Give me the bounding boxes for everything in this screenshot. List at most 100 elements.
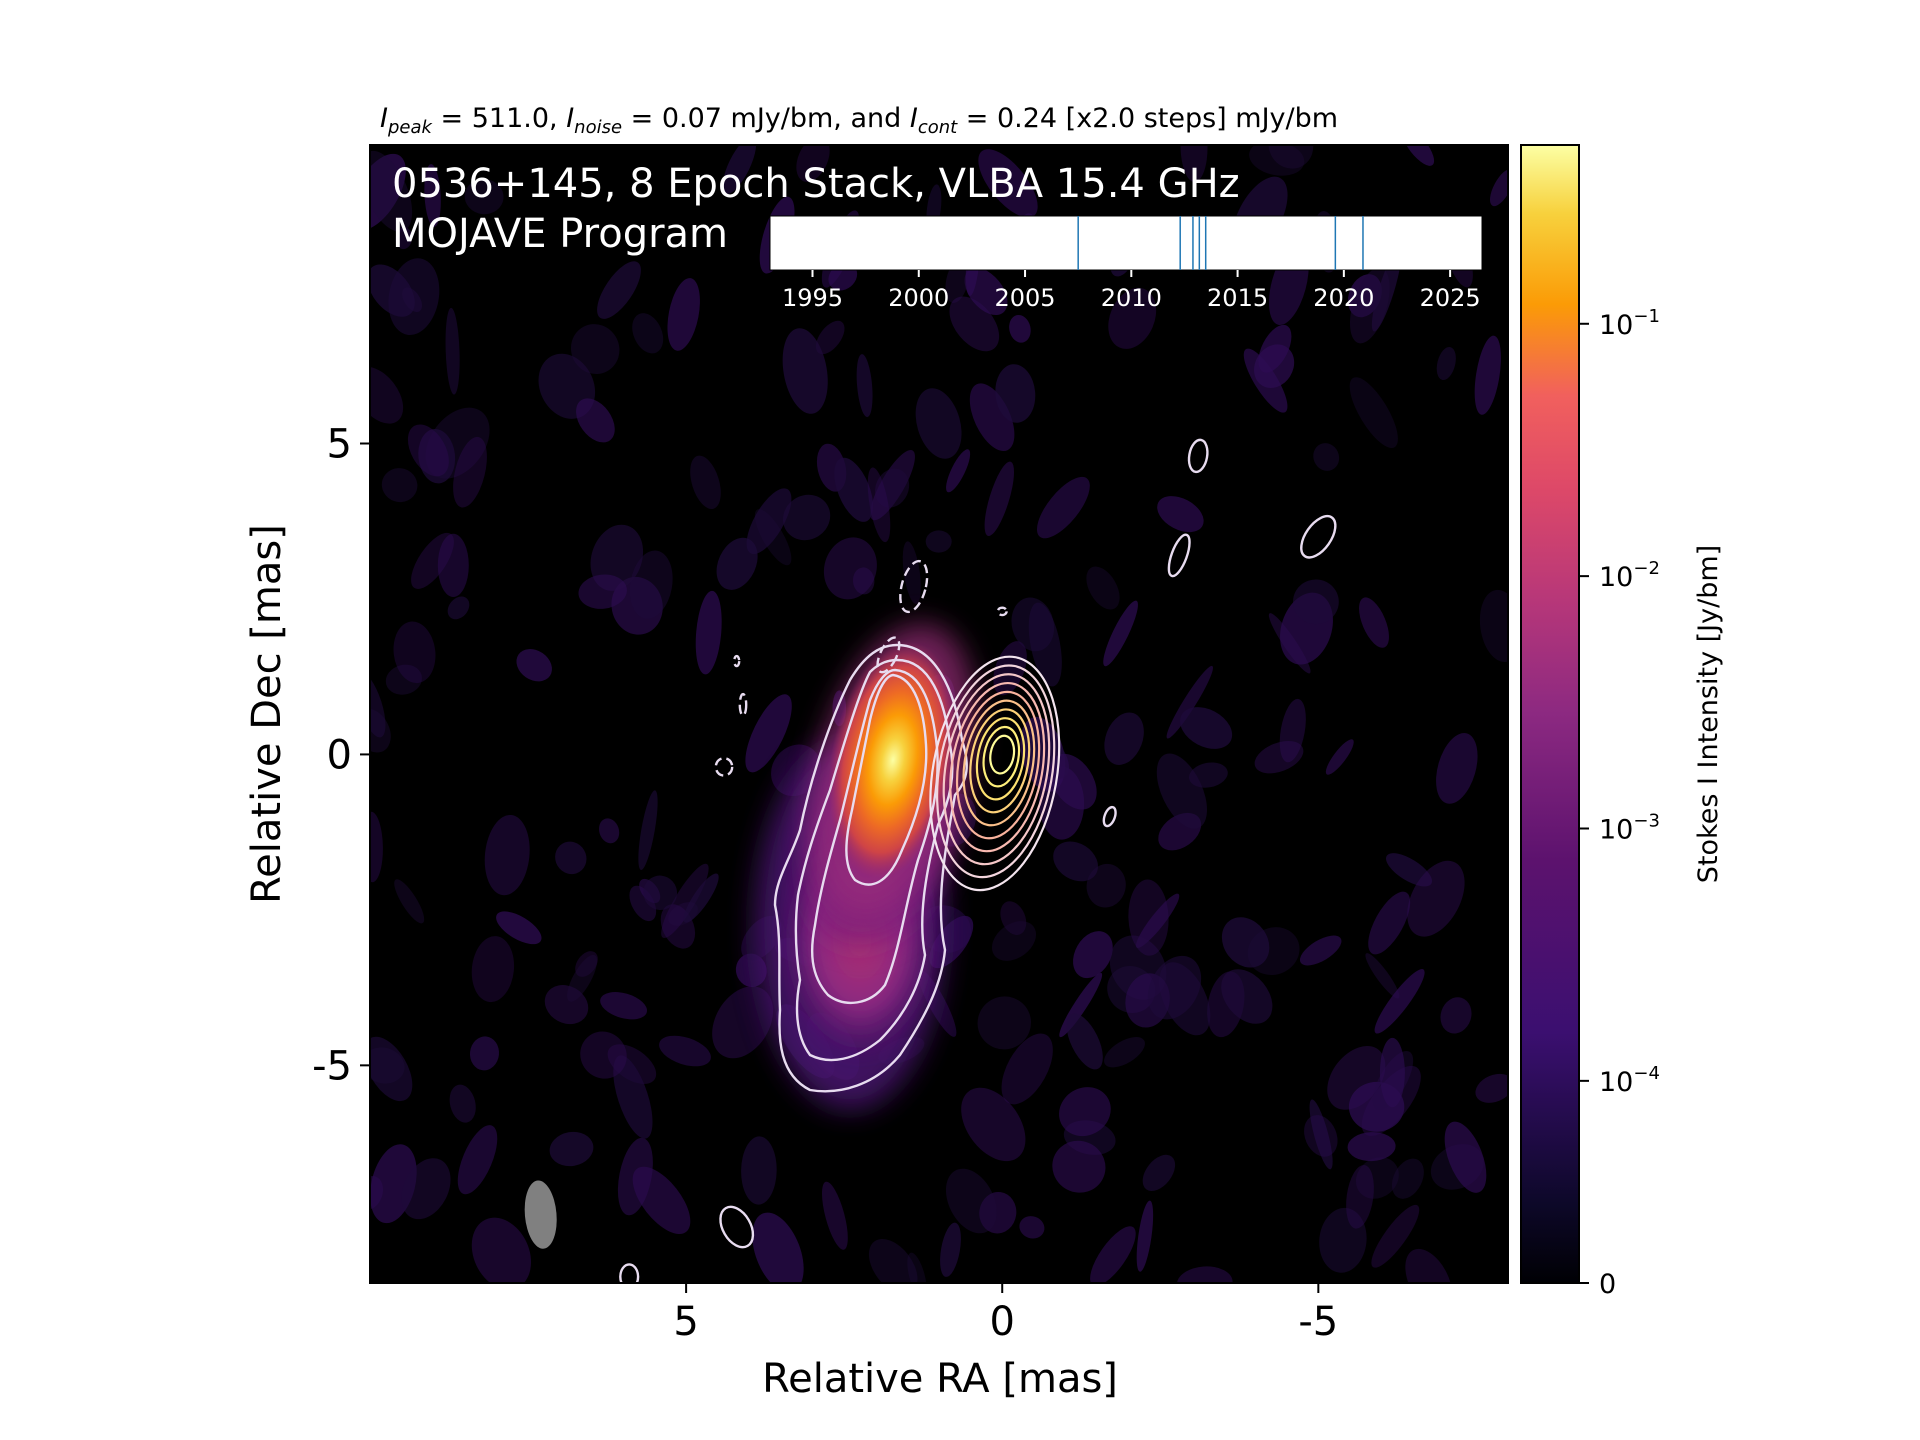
noise-patch [453,436,487,508]
noise-patch [1385,853,1433,887]
noise-patch [946,449,971,493]
noise-patch [575,951,598,977]
noise-patch [856,354,873,418]
noise-patch [823,537,877,600]
core-contour [935,664,1056,879]
noise-patch [370,1036,413,1102]
noise-patch [1049,753,1097,810]
noise-patch [783,494,831,541]
noise-patch [643,875,678,911]
noise-patch [746,488,792,555]
noise-patch [1347,1132,1396,1162]
noise-patch [1073,931,1113,979]
noise-patch [1128,879,1169,956]
noise-patch [1090,1226,1136,1283]
epoch-tick-label: 2015 [1207,284,1268,312]
noise-patch [1474,335,1501,415]
noise-patch [629,550,673,619]
noise-patch [1346,1164,1374,1229]
noise-patch [1405,1248,1453,1283]
noise-patch [782,328,828,414]
noise-patch [570,324,620,375]
noise-patch [567,954,598,1002]
noise-patch [370,1047,405,1084]
colorbar-tick-label: 10−4 [1599,1063,1660,1098]
positive-contour [619,1263,640,1283]
noise-patch [1221,969,1273,1024]
x-tick-label: 0 [989,1299,1014,1345]
noise-patch [1180,707,1233,749]
noise-patch [576,398,615,443]
noise-patch [1135,893,1180,948]
epoch-tick-label: 2025 [1420,284,1481,312]
noise-patch [1052,1140,1106,1193]
epoch-tick-label: 2020 [1313,284,1374,312]
noise-patch [752,1212,804,1283]
core-contour [969,708,1031,814]
noise-patch [370,150,413,232]
noise-patch [745,694,792,773]
noise-patch [544,985,589,1025]
background-noise [370,145,1508,1283]
colorbar-tick-label: 10−3 [1599,810,1660,845]
epoch-tick-label: 1995 [782,284,843,312]
negative-contour [733,654,741,668]
noise-patch [949,296,1000,352]
y-tick-label: -5 [312,1043,352,1089]
negative-contour [876,636,901,674]
noise-patch [796,145,830,182]
negative-contour [714,757,734,777]
noise-patch [418,428,456,484]
noise-patch [447,596,470,620]
noise-patch [590,524,644,591]
core-contour [989,734,1016,775]
noise-patch [449,1084,476,1123]
colorbar-tick-label: 10−1 [1599,306,1660,341]
core-contour [955,690,1041,840]
noise-patch [471,1217,532,1283]
positive-contour [1102,805,1117,828]
noise-patch [870,449,915,521]
noise-patch [1019,1216,1045,1239]
noise-patch [471,936,515,1003]
x-tick-label: -5 [1298,1299,1338,1345]
noise-patch [945,1168,997,1234]
noise-patch [1368,891,1411,955]
negative-contour [996,606,1008,617]
noise-patch [445,307,460,395]
noise-patch [969,383,1015,452]
noise-patch [1249,145,1305,176]
noise-patch [1309,1099,1333,1170]
positive-contour [1167,533,1191,578]
core-contour [962,699,1036,827]
noise-patch [401,1158,451,1220]
noise-patch [1391,1158,1424,1199]
noise-patch [1374,969,1425,1034]
noise-patch [580,1031,627,1079]
noise-patch [632,313,664,354]
colorbar-gradient [1520,144,1580,1284]
noise-patch [424,164,441,227]
epoch-axis: 1995 2000 2005 2010 2015 2020 2025 [782,270,1481,312]
noise-patch [1066,1013,1103,1070]
noise-patch [1325,739,1354,775]
noise-patch [995,364,1036,423]
negative-contour [899,559,929,614]
noise-patch [1136,1200,1154,1272]
noise-patch [370,366,404,424]
noise-patch [1293,579,1339,625]
noise-patch [1180,145,1208,183]
noise-patch [484,814,530,896]
noise-patch [1189,762,1228,788]
positive-contour [719,1205,755,1249]
colorbar: 10−1 10−2 10−3 10−4 0 Stokes I Intensity [Jy… [1520,144,1724,1300]
noise-patch [754,509,792,566]
noise-patch [1349,377,1398,448]
noise-patch [555,841,587,875]
noise-patch [1371,1204,1420,1268]
noise-patch [613,1055,653,1139]
noise-patch [381,468,418,503]
noise-patch [868,1239,918,1283]
axis-ticks: 5 0 -5 5 0 -5 [312,421,1338,1345]
noise-patch [867,467,891,543]
